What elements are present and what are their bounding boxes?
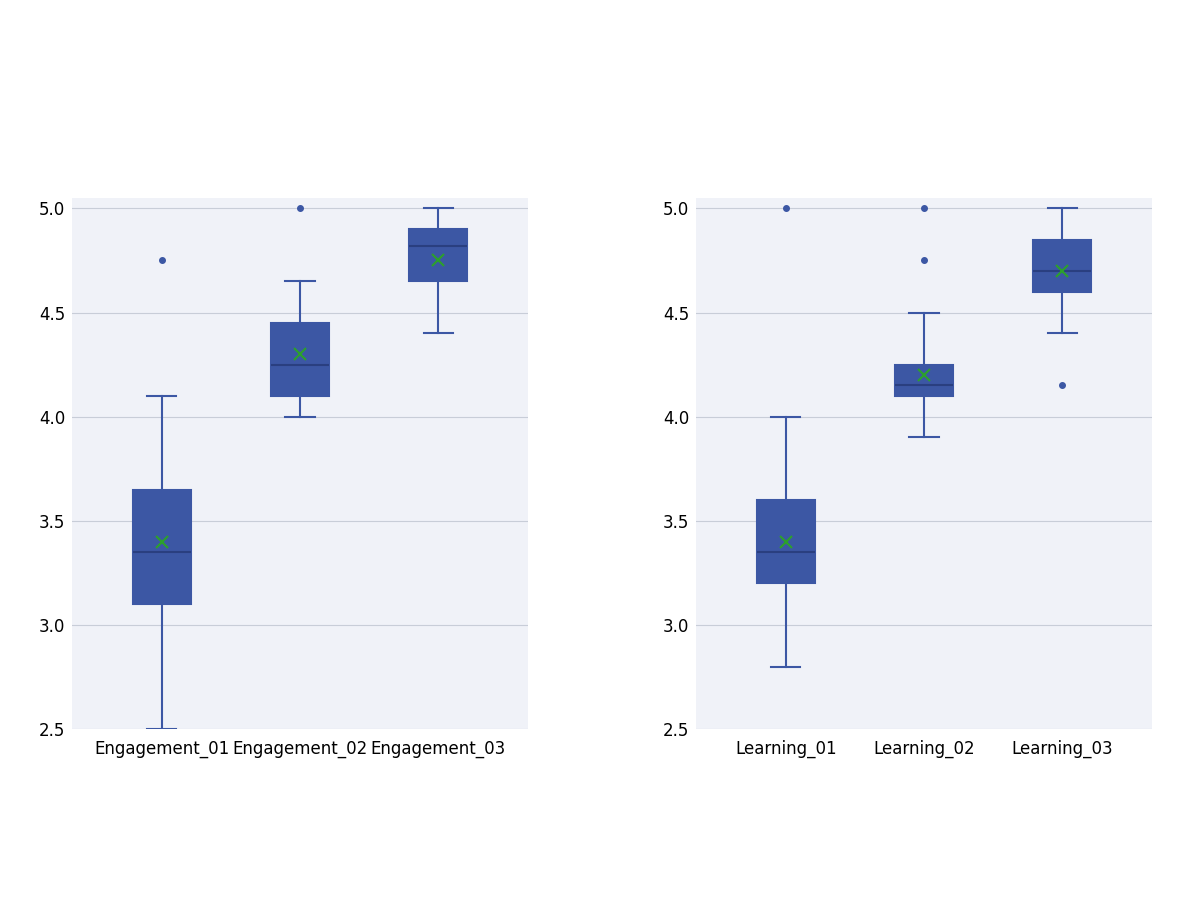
- PathPatch shape: [271, 323, 329, 396]
- PathPatch shape: [409, 230, 467, 282]
- PathPatch shape: [133, 490, 191, 604]
- PathPatch shape: [757, 500, 815, 583]
- PathPatch shape: [1033, 239, 1091, 292]
- PathPatch shape: [895, 364, 953, 396]
